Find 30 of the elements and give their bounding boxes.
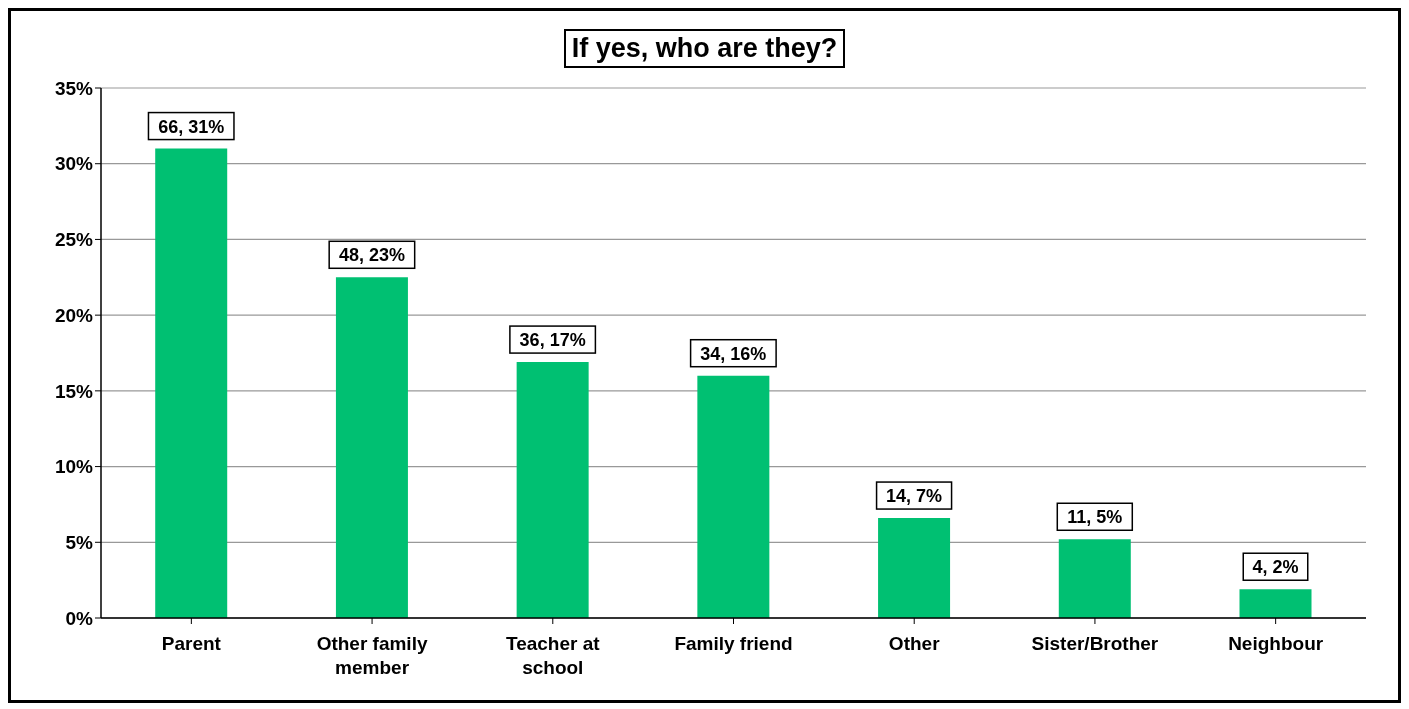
bar [155, 148, 228, 618]
x-tick-label: Other family member [316, 633, 428, 678]
data-label: 36, 17% [519, 330, 586, 351]
y-tick-label: 0% [65, 607, 94, 629]
bar [1239, 589, 1312, 618]
x-tick-label: Family friend [674, 633, 793, 654]
x-tick-label: Neighbour [1228, 633, 1324, 654]
x-tick-label: Other [888, 633, 941, 654]
data-label: 4, 2% [1252, 557, 1299, 578]
x-tick-label: Sister/Brother [1031, 633, 1159, 654]
y-tick-label: 30% [54, 153, 94, 175]
y-tick-label: 15% [54, 380, 94, 402]
bar [1058, 539, 1131, 618]
y-tick-label: 10% [54, 456, 94, 478]
bar [878, 518, 951, 618]
y-tick-label: 25% [54, 229, 94, 251]
y-tick-label: 5% [65, 532, 94, 554]
y-tick-label: 20% [54, 304, 94, 326]
bar [335, 277, 408, 618]
data-label: 14, 7% [886, 486, 943, 507]
data-label: 48, 23% [338, 245, 405, 266]
data-label: 66, 31% [158, 116, 225, 137]
x-tick-label: Parent [161, 633, 222, 654]
bar [516, 362, 589, 618]
x-tick-label: Teacher at school [505, 633, 601, 678]
chart-title: If yes, who are they? [563, 29, 846, 68]
data-label: 34, 16% [700, 343, 767, 364]
y-tick-label: 35% [54, 77, 94, 99]
data-label: 11, 5% [1067, 507, 1123, 528]
bar [697, 375, 770, 618]
